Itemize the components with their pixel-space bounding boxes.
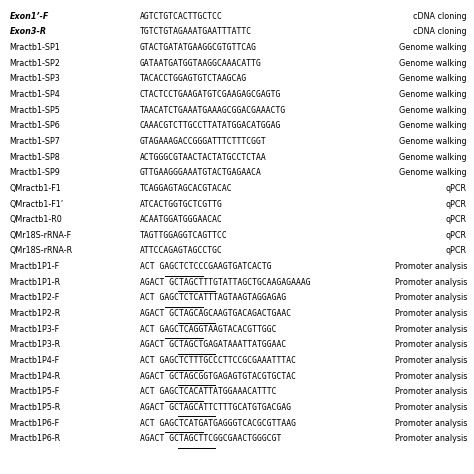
Text: ACTGGGCGTAACTACTATGCCTCTAA: ACTGGGCGTAACTACTATGCCTCTAA bbox=[140, 153, 266, 162]
Text: TAGTTGGAGGTCAGTTCC: TAGTTGGAGGTCAGTTCC bbox=[140, 231, 228, 240]
Text: Genome walking: Genome walking bbox=[399, 153, 467, 162]
Text: Mractb1-SP7: Mractb1-SP7 bbox=[9, 137, 60, 146]
Text: Mractb1P4-R: Mractb1P4-R bbox=[9, 372, 61, 381]
Text: Promoter analysis: Promoter analysis bbox=[394, 372, 467, 381]
Text: Mractb1P4-F: Mractb1P4-F bbox=[9, 356, 60, 365]
Text: QMractb1-R0: QMractb1-R0 bbox=[9, 215, 62, 224]
Text: cDNA cloning: cDNA cloning bbox=[413, 27, 467, 36]
Text: Genome walking: Genome walking bbox=[399, 90, 467, 99]
Text: Genome walking: Genome walking bbox=[399, 106, 467, 115]
Text: AGACT GCTAGCTGAGATAAATTATGGAAC: AGACT GCTAGCTGAGATAAATTATGGAAC bbox=[140, 340, 286, 349]
Text: ATCACTGGTGCTCGTTG: ATCACTGGTGCTCGTTG bbox=[140, 200, 223, 209]
Text: ACT GAGCTCATGATGAGGGTCACGCGTTAAG: ACT GAGCTCATGATGAGGGTCACGCGTTAAG bbox=[140, 419, 296, 428]
Text: AGTCTGTCACTTGCTCC: AGTCTGTCACTTGCTCC bbox=[140, 12, 223, 21]
Text: Genome walking: Genome walking bbox=[399, 121, 467, 130]
Text: GTACTGATATGAAGGCGTGTTCAG: GTACTGATATGAAGGCGTGTTCAG bbox=[140, 43, 257, 52]
Text: Mractb1P1-R: Mractb1P1-R bbox=[9, 278, 61, 287]
Text: AGACT GCTAGCGGTGAGAGTGTACGTGCTAC: AGACT GCTAGCGGTGAGAGTGTACGTGCTAC bbox=[140, 372, 296, 381]
Text: ATTCCAGAGTAGCCTGC: ATTCCAGAGTAGCCTGC bbox=[140, 246, 223, 255]
Text: QMractb1-F1: QMractb1-F1 bbox=[9, 184, 61, 193]
Text: Mractb1P2-F: Mractb1P2-F bbox=[9, 293, 60, 302]
Text: Mractb1P6-R: Mractb1P6-R bbox=[9, 434, 61, 443]
Text: Mractb1-SP3: Mractb1-SP3 bbox=[9, 74, 60, 83]
Text: Mractb1P5-R: Mractb1P5-R bbox=[9, 403, 61, 412]
Text: Genome walking: Genome walking bbox=[399, 74, 467, 83]
Text: QMr18S-rRNA-R: QMr18S-rRNA-R bbox=[9, 246, 73, 255]
Text: GTAGAAAGACCGGGATTTCTTTCGGT: GTAGAAAGACCGGGATTTCTTTCGGT bbox=[140, 137, 266, 146]
Text: AGACT GCTAGCTTTGTATTAGCTGCAAGAGAAAG: AGACT GCTAGCTTTGTATTAGCTGCAAGAGAAAG bbox=[140, 278, 310, 287]
Text: Promoter analysis: Promoter analysis bbox=[394, 403, 467, 412]
Text: TCAGGAGTAGCACGTACAC: TCAGGAGTAGCACGTACAC bbox=[140, 184, 232, 193]
Text: ACT GAGCTCAGGTAAGTACACGTTGGC: ACT GAGCTCAGGTAAGTACACGTTGGC bbox=[140, 325, 276, 334]
Text: AGACT GCTAGCATTCTTTGCATGTGACGAG: AGACT GCTAGCATTCTTTGCATGTGACGAG bbox=[140, 403, 291, 412]
Text: ACT GAGCTCTCCCGAAGTGATCACTG: ACT GAGCTCTCCCGAAGTGATCACTG bbox=[140, 262, 272, 271]
Text: Mractb1-SP2: Mractb1-SP2 bbox=[9, 59, 60, 68]
Text: CTACTCCTGAAGATGTCGAAGAGCGAGTG: CTACTCCTGAAGATGTCGAAGAGCGAGTG bbox=[140, 90, 281, 99]
Text: qPCR: qPCR bbox=[446, 231, 467, 240]
Text: Exon1’-F: Exon1’-F bbox=[9, 12, 49, 21]
Text: Genome walking: Genome walking bbox=[399, 59, 467, 68]
Text: Mractb1-SP5: Mractb1-SP5 bbox=[9, 106, 60, 115]
Text: Mractb1P6-F: Mractb1P6-F bbox=[9, 419, 60, 428]
Text: Exon3-R: Exon3-R bbox=[9, 27, 46, 36]
Text: qPCR: qPCR bbox=[446, 246, 467, 255]
Text: Promoter analysis: Promoter analysis bbox=[394, 434, 467, 443]
Text: Mractb1-SP4: Mractb1-SP4 bbox=[9, 90, 60, 99]
Text: ACAATGGATGGGAACAC: ACAATGGATGGGAACAC bbox=[140, 215, 223, 224]
Text: Promoter analysis: Promoter analysis bbox=[394, 325, 467, 334]
Text: QMr18S-rRNA-F: QMr18S-rRNA-F bbox=[9, 231, 72, 240]
Text: ACT GAGCTCTCATTTAGTAAGTAGGAGAG: ACT GAGCTCTCATTTAGTAAGTAGGAGAG bbox=[140, 293, 286, 302]
Text: QMractb1-F1’: QMractb1-F1’ bbox=[9, 200, 64, 209]
Text: GTTGAAGGGAAATGTACTGAGAACA: GTTGAAGGGAAATGTACTGAGAACA bbox=[140, 168, 262, 177]
Text: Promoter analysis: Promoter analysis bbox=[394, 419, 467, 428]
Text: Promoter analysis: Promoter analysis bbox=[394, 356, 467, 365]
Text: qPCR: qPCR bbox=[446, 184, 467, 193]
Text: Mractb1P5-F: Mractb1P5-F bbox=[9, 387, 60, 396]
Text: CAAACGTCTTGCCTTATATGGACATGGAG: CAAACGTCTTGCCTTATATGGACATGGAG bbox=[140, 121, 281, 130]
Text: AGACT GCTAGCAGCAAGTGACAGACTGAAC: AGACT GCTAGCAGCAAGTGACAGACTGAAC bbox=[140, 309, 291, 318]
Text: Mractb1P3-F: Mractb1P3-F bbox=[9, 325, 60, 334]
Text: TAACATCTGAAATGAAAGCGGACGAAACTG: TAACATCTGAAATGAAAGCGGACGAAACTG bbox=[140, 106, 286, 115]
Text: Promoter analysis: Promoter analysis bbox=[394, 309, 467, 318]
Text: TGTCTGTAGAAATGAATTTATTC: TGTCTGTAGAAATGAATTTATTC bbox=[140, 27, 252, 36]
Text: cDNA cloning: cDNA cloning bbox=[413, 12, 467, 21]
Text: Genome walking: Genome walking bbox=[399, 168, 467, 177]
Text: ACT GAGCTCTTTGCCCTTCCGCGAAATTTAC: ACT GAGCTCTTTGCCCTTCCGCGAAATTTAC bbox=[140, 356, 296, 365]
Text: Promoter analysis: Promoter analysis bbox=[394, 293, 467, 302]
Text: Promoter analysis: Promoter analysis bbox=[394, 278, 467, 287]
Text: Genome walking: Genome walking bbox=[399, 43, 467, 52]
Text: ACT GAGCTCACATTATGGAAACATTTC: ACT GAGCTCACATTATGGAAACATTTC bbox=[140, 387, 276, 396]
Text: Mractb1P1-F: Mractb1P1-F bbox=[9, 262, 60, 271]
Text: GATAATGATGGTAAGGCAAACATTG: GATAATGATGGTAAGGCAAACATTG bbox=[140, 59, 262, 68]
Text: Mractb1-SP6: Mractb1-SP6 bbox=[9, 121, 60, 130]
Text: Mractb1-SP1: Mractb1-SP1 bbox=[9, 43, 60, 52]
Text: Promoter analysis: Promoter analysis bbox=[394, 387, 467, 396]
Text: Mractb1P3-R: Mractb1P3-R bbox=[9, 340, 61, 349]
Text: Promoter analysis: Promoter analysis bbox=[394, 262, 467, 271]
Text: Mractb1-SP9: Mractb1-SP9 bbox=[9, 168, 60, 177]
Text: qPCR: qPCR bbox=[446, 200, 467, 209]
Text: Genome walking: Genome walking bbox=[399, 137, 467, 146]
Text: TACACCTGGAGTGTCTAAGCAG: TACACCTGGAGTGTCTAAGCAG bbox=[140, 74, 247, 83]
Text: AGACT GCTAGCTTCGGCGAACTGGGCGT: AGACT GCTAGCTTCGGCGAACTGGGCGT bbox=[140, 434, 281, 443]
Text: Mractb1P2-R: Mractb1P2-R bbox=[9, 309, 61, 318]
Text: Promoter analysis: Promoter analysis bbox=[394, 340, 467, 349]
Text: qPCR: qPCR bbox=[446, 215, 467, 224]
Text: Mractb1-SP8: Mractb1-SP8 bbox=[9, 153, 60, 162]
